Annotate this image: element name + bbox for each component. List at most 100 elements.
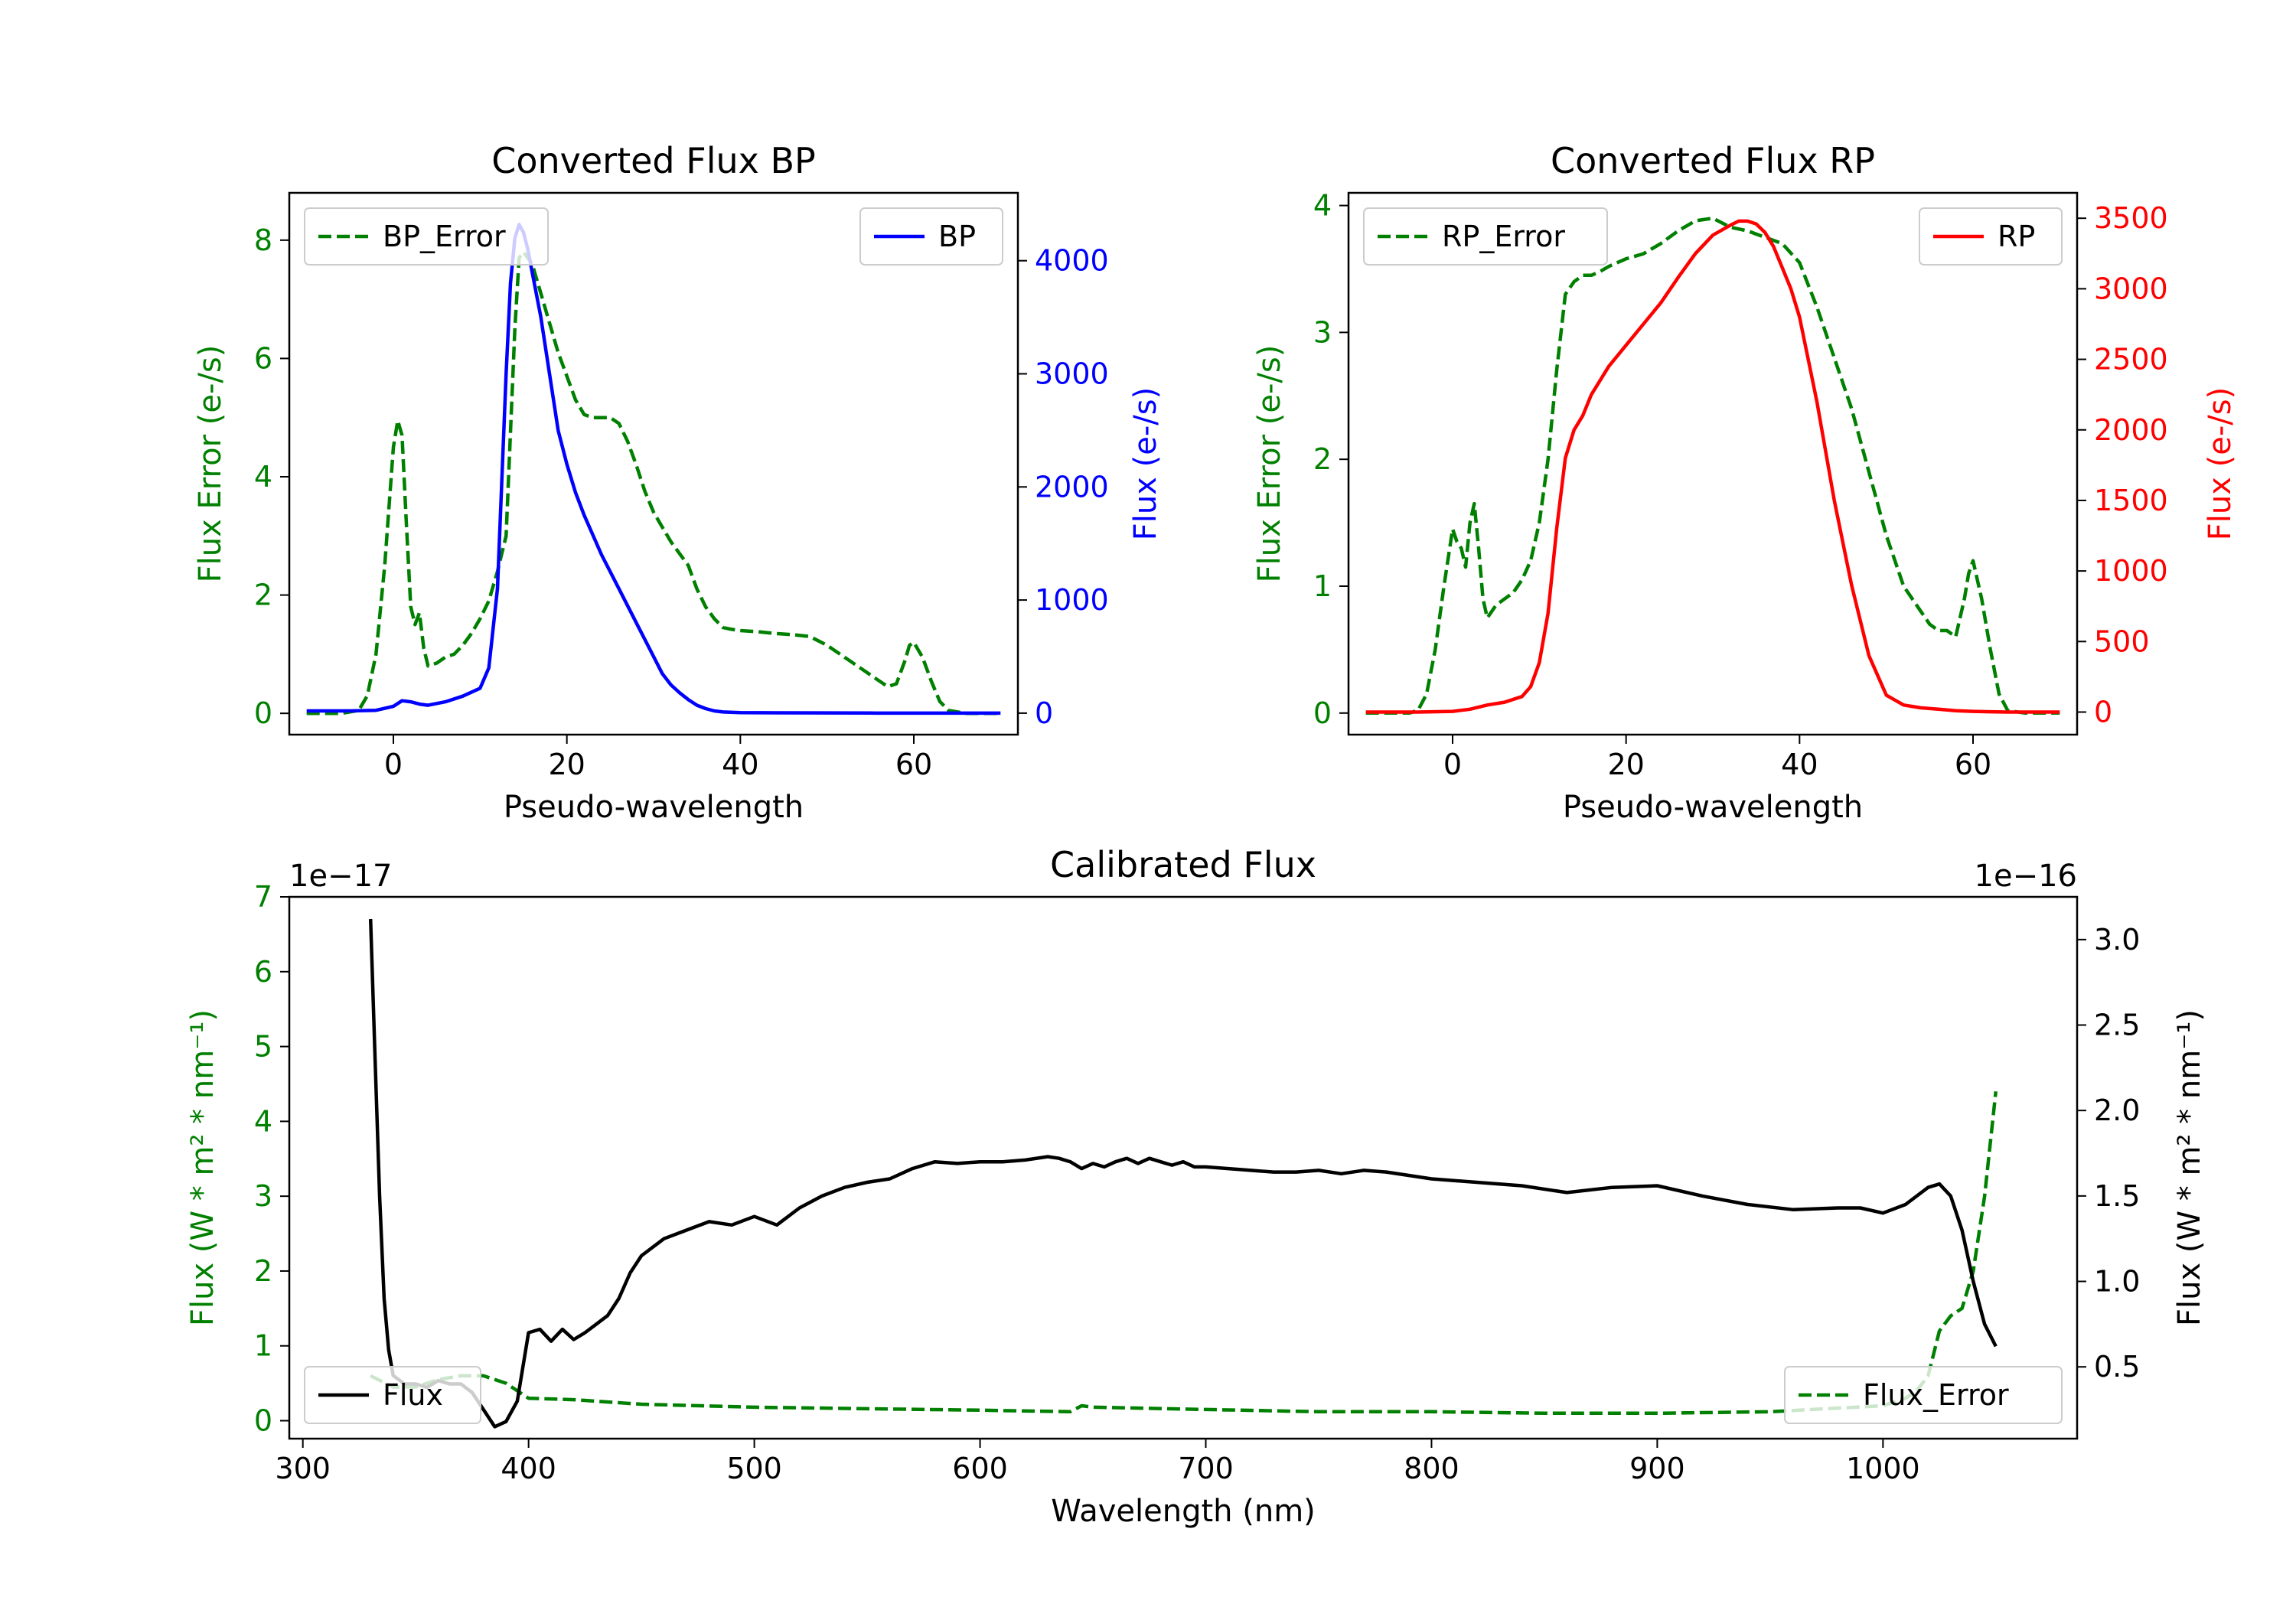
y-left-tick-label: 2 [1313, 442, 1332, 476]
y-right-tick-label: 0.5 [2094, 1350, 2140, 1384]
y-left-tick-label: 7 [254, 880, 272, 914]
y-left-tick-label: 8 [254, 223, 272, 257]
legend-flux: Flux [304, 1366, 481, 1424]
x-tick-label: 700 [1178, 1452, 1234, 1485]
legend-label: BP_Error [383, 220, 506, 253]
series-line-flux [368, 918, 1998, 1429]
x-tick-label: 60 [895, 748, 932, 781]
legend-bp-error: BP_Error [304, 207, 549, 266]
y-left-tick-label: 0 [254, 1404, 272, 1438]
legend-rp: RP [1919, 207, 2063, 266]
x-tick-label: 300 [275, 1452, 331, 1485]
y-right-tick-label: 2.0 [2094, 1094, 2140, 1127]
y-left-tick-label: 2 [254, 1254, 272, 1288]
y-right-tick-label: 4000 [1035, 244, 1109, 278]
x-tick-label: 900 [1629, 1452, 1685, 1485]
y-left-tick-label: 6 [254, 341, 272, 375]
legend-box [1363, 207, 1608, 266]
y-right-tick-label: 1000 [2094, 554, 2168, 588]
x-tick-label: 0 [1443, 748, 1462, 781]
bp-chart: 0 20 40 60 0 2 4 6 8 0 1000 2000 3000 4000 Converted F… [193, 140, 1163, 825]
y-left-tick-label: 6 [254, 955, 272, 989]
y-left-tick-label: 4 [254, 1104, 272, 1138]
y-right-tick-label: 1500 [2094, 484, 2168, 517]
y-right-tick-label: 2.5 [2094, 1009, 2140, 1042]
legend-label: Flux_Error [1863, 1378, 2009, 1412]
x-tick-label: 1000 [1846, 1452, 1920, 1485]
chart-title: Converted Flux RP [1551, 140, 1875, 181]
x-axis-label: Wavelength (nm) [1051, 1494, 1316, 1529]
x-axis-label: Pseudo-wavelength [1563, 790, 1863, 825]
x-axis-label: Pseudo-wavelength [504, 790, 804, 825]
rp-lines [1365, 216, 2060, 715]
legend-box [1784, 1366, 2063, 1424]
y-right-tick-label: 1.5 [2094, 1179, 2140, 1213]
x-tick-label: 40 [722, 748, 758, 781]
y-left-axis-label: Flux Error (e-/s) [193, 345, 228, 583]
cal-lines [368, 918, 1998, 1429]
y-left-tick-label: 5 [254, 1030, 272, 1064]
x-tick-label: 20 [1607, 748, 1644, 781]
calibrated-flux-chart: 300 400 500 600 700 800 900 1000 0 1 2 3 4 5 6 7 0.5 1.0 1… [185, 844, 2207, 1529]
y-right-axis-label: Flux (e-/s) [1128, 387, 1163, 540]
legend-flux-error: Flux_Error [1784, 1366, 2063, 1424]
x-tick-label: 60 [1955, 748, 1991, 781]
y-right-tick-label: 1000 [1035, 583, 1109, 617]
y-right-tick-label: 3000 [1035, 357, 1109, 390]
legend-bp: BP [859, 207, 1003, 266]
legend-box [859, 207, 1003, 266]
series-line-bp [306, 223, 1001, 715]
y-right-tick-label: 500 [2094, 624, 2150, 658]
x-tick-label: 0 [384, 748, 403, 781]
legend-label: RP_Error [1442, 220, 1565, 253]
rp-axes-frame [1347, 191, 2079, 736]
rp-chart: 0 20 40 60012340500100015002000250030003500… [1252, 140, 2238, 825]
chart-title: Calibrated Flux [1050, 844, 1316, 885]
y-left-axis-label: Flux Error (e-/s) [1252, 345, 1287, 583]
cal-axes-frame [288, 895, 2079, 1440]
y-right-axis-label: Flux (e-/s) [2203, 387, 2238, 540]
y-right-tick-label: 2000 [1035, 470, 1109, 504]
x-tick-label: 800 [1404, 1452, 1459, 1485]
series-line-rp-error [1365, 216, 2060, 715]
series-line-flux-error [370, 1091, 1998, 1416]
y-right-tick-label: 3.0 [2094, 923, 2140, 957]
legend-rp-error: RP_Error [1363, 207, 1608, 266]
y-left-axis-label: Flux (W * m² * nm⁻¹) [185, 1009, 220, 1326]
x-tick-label: 400 [501, 1452, 556, 1485]
legend-label: BP [938, 220, 976, 253]
x-tick-label: 40 [1781, 748, 1818, 781]
legend-label: RP [1998, 220, 2035, 253]
bp-axes-frame [288, 191, 1019, 736]
y-right-tick-label: 1.0 [2094, 1265, 2140, 1299]
y-left-tick-label: 1 [254, 1329, 272, 1363]
x-tick-label: 500 [726, 1452, 782, 1485]
y-left-offset-label: 1e−17 [289, 859, 392, 894]
chart-title: Converted Flux BP [491, 140, 816, 181]
y-left-tick-label: 4 [254, 460, 272, 494]
y-right-tick-label: 3000 [2094, 272, 2168, 305]
y-right-offset-label: 1e−16 [1975, 859, 2077, 894]
y-left-tick-label: 4 [1313, 189, 1332, 223]
y-right-tick-label: 2500 [2094, 343, 2168, 376]
y-left-tick-label: 0 [254, 696, 272, 730]
y-right-tick-label: 2000 [2094, 413, 2168, 447]
legend-box [304, 207, 549, 266]
legend-box [304, 1366, 481, 1424]
y-right-tick-label: 3500 [2094, 201, 2168, 235]
y-left-tick-label: 2 [254, 579, 272, 612]
y-left-tick-label: 3 [254, 1179, 272, 1213]
y-right-tick-label: 0 [2094, 696, 2112, 729]
y-left-tick-label: 3 [1313, 315, 1332, 349]
x-tick-label: 600 [952, 1452, 1008, 1485]
series-line-rp [1365, 219, 2060, 714]
y-right-tick-label: 0 [1035, 696, 1053, 730]
y-right-axis-label: Flux (W * m² * nm⁻¹) [2172, 1009, 2207, 1326]
x-tick-label: 20 [548, 748, 585, 781]
series-line-bp-error [306, 250, 1001, 715]
y-left-tick-label: 1 [1313, 569, 1332, 603]
y-left-tick-label: 0 [1313, 696, 1332, 730]
legend-box [1919, 207, 2063, 266]
